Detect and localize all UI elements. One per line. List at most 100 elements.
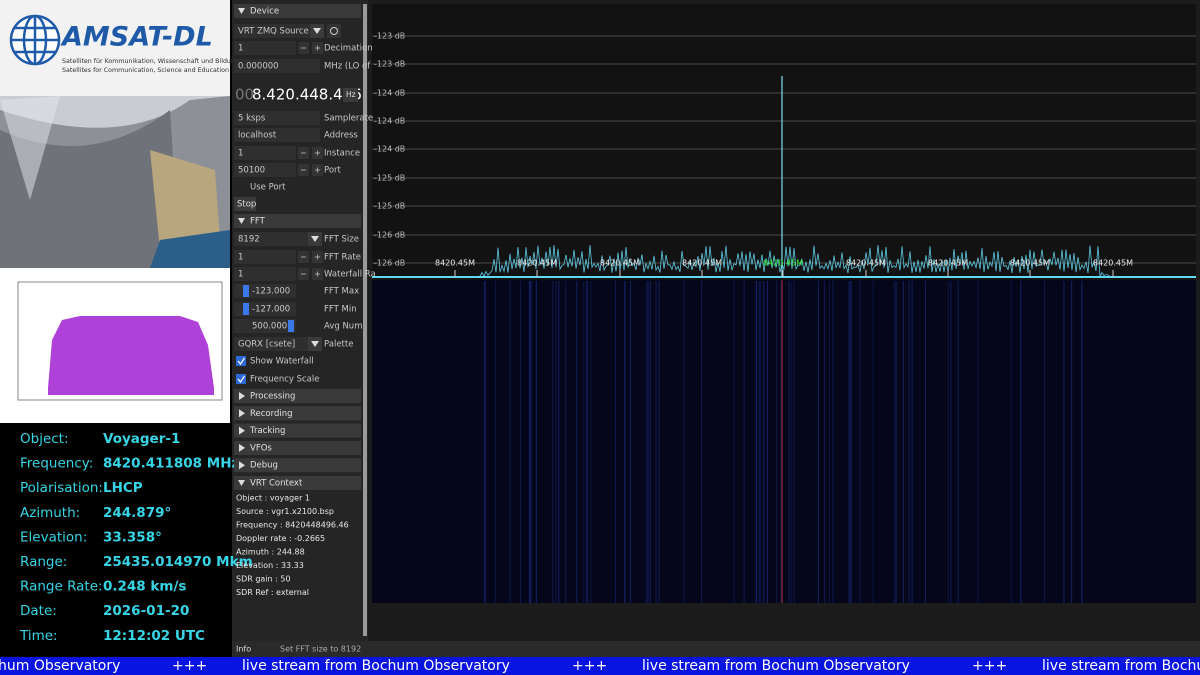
input-value[interactable]: 1: [238, 149, 243, 159]
input-value[interactable]: 1: [238, 270, 243, 280]
input-label: Port: [324, 166, 342, 176]
input-value[interactable]: localhost: [238, 131, 277, 141]
section-arrow: [239, 409, 245, 418]
slider-knob[interactable]: [288, 320, 294, 332]
ticker-text: +++: [572, 658, 607, 674]
section-header[interactable]: [234, 389, 361, 403]
input-field[interactable]: [234, 267, 296, 281]
input-label: Instance: [324, 149, 360, 159]
input-field[interactable]: [234, 128, 320, 142]
section-title[interactable]: Recording: [250, 409, 293, 419]
menu-scrollbar[interactable]: [363, 4, 367, 636]
db-label: -124 dB: [374, 145, 405, 154]
ticker-text: hum Observatory: [0, 658, 120, 674]
section-arrow: [239, 392, 245, 400]
input-field[interactable]: [234, 59, 320, 73]
slider-knob[interactable]: [243, 303, 249, 315]
info-label: Range:: [20, 554, 67, 570]
context-line: Elevation : 33.33: [236, 561, 304, 570]
combo-value[interactable]: GQRX [csete]: [238, 340, 295, 350]
combo-arrow: [313, 28, 321, 34]
input-field[interactable]: [234, 337, 322, 351]
frequency-unit: Hz: [346, 90, 356, 99]
stop-label[interactable]: Stop: [237, 200, 256, 210]
section-title[interactable]: Debug: [250, 461, 278, 471]
slider-value: 500.000: [252, 322, 287, 332]
combo-value[interactable]: VRT ZMQ Source: [238, 27, 309, 37]
logo-globe: [9, 14, 61, 66]
slider-value: -123.000: [252, 287, 290, 297]
plot-frame: [17, 281, 223, 401]
section-arrow: [238, 218, 245, 224]
refresh-button[interactable]: [327, 24, 341, 38]
info-label: Polarisation:: [20, 480, 103, 496]
input-value[interactable]: 5 ksps: [238, 114, 266, 124]
ticker-text: +++: [172, 658, 207, 674]
input-field[interactable]: [234, 146, 296, 160]
section-header[interactable]: [234, 476, 361, 490]
info-label: Frequency:: [20, 456, 93, 472]
checkbox-label: Frequency Scale: [250, 375, 319, 385]
input-field[interactable]: [234, 284, 296, 298]
refresh-icon: [330, 27, 338, 35]
info-label: Time:: [19, 628, 58, 644]
context-line: Object : voyager 1: [236, 494, 310, 503]
fft-plot: [372, 4, 1196, 280]
checkbox-label: Use Port: [250, 183, 286, 193]
section-header[interactable]: [234, 423, 361, 438]
input-field[interactable]: [234, 24, 324, 38]
freq-label: 8420.45M: [1010, 259, 1050, 268]
context-line: SDR gain : 50: [236, 575, 291, 584]
section-title[interactable]: Processing: [250, 392, 295, 402]
section-header[interactable]: [234, 458, 361, 473]
section-arrow: [238, 8, 245, 14]
logo-title: AMSAT-DL: [60, 22, 213, 53]
stop-button[interactable]: [234, 197, 256, 211]
section-title[interactable]: VRT Context: [250, 479, 303, 489]
checkbox-label: Show Waterfall: [250, 357, 314, 367]
combo-value[interactable]: 8192: [238, 235, 260, 245]
input-field[interactable]: [234, 163, 296, 177]
section-header[interactable]: [234, 440, 361, 455]
input-value[interactable]: 50100: [238, 166, 265, 176]
input-label: Waterfall Ra: [324, 270, 376, 280]
info-label: Azimuth:: [20, 505, 80, 521]
input-field[interactable]: [234, 232, 322, 246]
combo-arrow: [311, 341, 319, 347]
input-value[interactable]: 1: [238, 253, 243, 263]
section-title[interactable]: Device: [250, 7, 279, 17]
input-value[interactable]: 1: [238, 44, 243, 54]
input-field[interactable]: [234, 302, 296, 316]
context-line: Doppler rate : -0.2665: [236, 534, 325, 543]
waterfall: [372, 280, 1196, 603]
slider-value: -127.000: [252, 305, 290, 315]
info-panel: [0, 423, 230, 657]
input-label: Address: [324, 131, 358, 141]
section-header[interactable]: [234, 4, 361, 18]
input-field[interactable]: [234, 111, 320, 125]
section-title[interactable]: FFT: [250, 217, 266, 227]
input-field[interactable]: [234, 41, 296, 55]
input-field[interactable]: [234, 319, 296, 333]
freq-label: 8420.45M: [1093, 259, 1133, 268]
hz-box: [343, 88, 358, 102]
db-label: -123 dB: [374, 32, 405, 41]
input-field[interactable]: [234, 250, 296, 264]
db-label: -125 dB: [374, 174, 405, 183]
context-line: Frequency : 8420448496.46: [236, 521, 349, 530]
section-arrow: [239, 461, 245, 470]
info-label: Elevation:: [20, 529, 87, 545]
info-value: 2026-01-20: [103, 603, 189, 619]
input-value[interactable]: 0.000000: [238, 62, 279, 72]
section-title[interactable]: Tracking: [249, 426, 285, 436]
input-label: Decimation: [324, 44, 373, 54]
checkbox[interactable]: [236, 374, 246, 384]
section-title[interactable]: VFOs: [250, 443, 272, 453]
slider-knob[interactable]: [243, 285, 249, 297]
section-header[interactable]: [234, 406, 361, 421]
checkbox[interactable]: [236, 356, 246, 366]
input-label: FFT Min: [324, 305, 357, 315]
context-line: Source : vgr1.x2100.bsp: [236, 507, 334, 516]
section-header[interactable]: [234, 214, 361, 228]
